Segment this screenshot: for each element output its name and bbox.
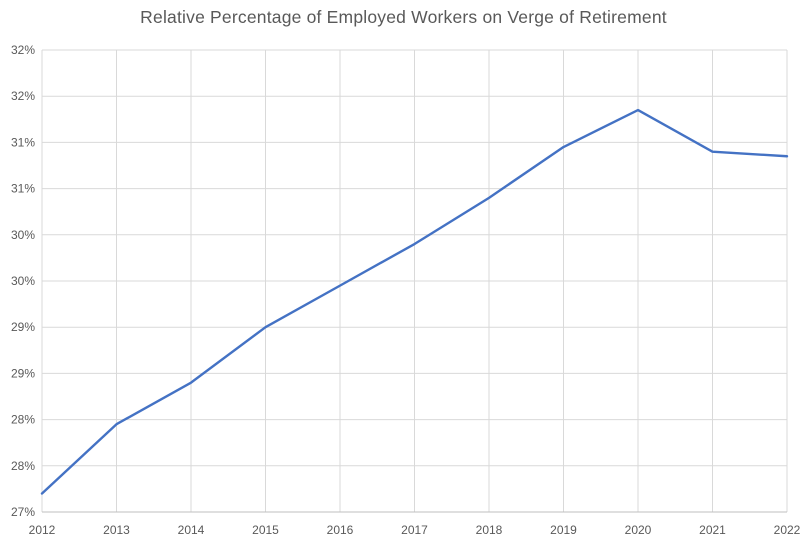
y-tick-label: 30% — [11, 228, 35, 242]
y-tick-label: 31% — [11, 135, 35, 149]
x-tick-label: 2015 — [252, 523, 279, 537]
data-line-series — [40, 108, 789, 495]
y-tick-label: 28% — [11, 459, 35, 473]
x-tick-label: 2017 — [401, 523, 428, 537]
x-tick-label: 2014 — [178, 523, 205, 537]
y-tick-label: 29% — [11, 366, 35, 380]
x-tick-label: 2019 — [550, 523, 577, 537]
y-tick-label: 32% — [11, 43, 35, 57]
x-tick-label: 2013 — [103, 523, 130, 537]
x-tick-label: 2012 — [29, 523, 56, 537]
y-tick-label: 27% — [11, 505, 35, 519]
y-tick-label: 28% — [11, 413, 35, 427]
y-tick-label: 31% — [11, 182, 35, 196]
x-tick-label: 2022 — [774, 523, 801, 537]
x-tick-label: 2018 — [476, 523, 503, 537]
chart-title: Relative Percentage of Employed Workers … — [140, 7, 667, 27]
y-tick-label: 32% — [11, 89, 35, 103]
y-tick-label: 30% — [11, 274, 35, 288]
y-tick-label: 29% — [11, 320, 35, 334]
x-tick-label: 2020 — [625, 523, 652, 537]
x-tick-label: 2021 — [699, 523, 726, 537]
x-tick-label: 2016 — [327, 523, 354, 537]
